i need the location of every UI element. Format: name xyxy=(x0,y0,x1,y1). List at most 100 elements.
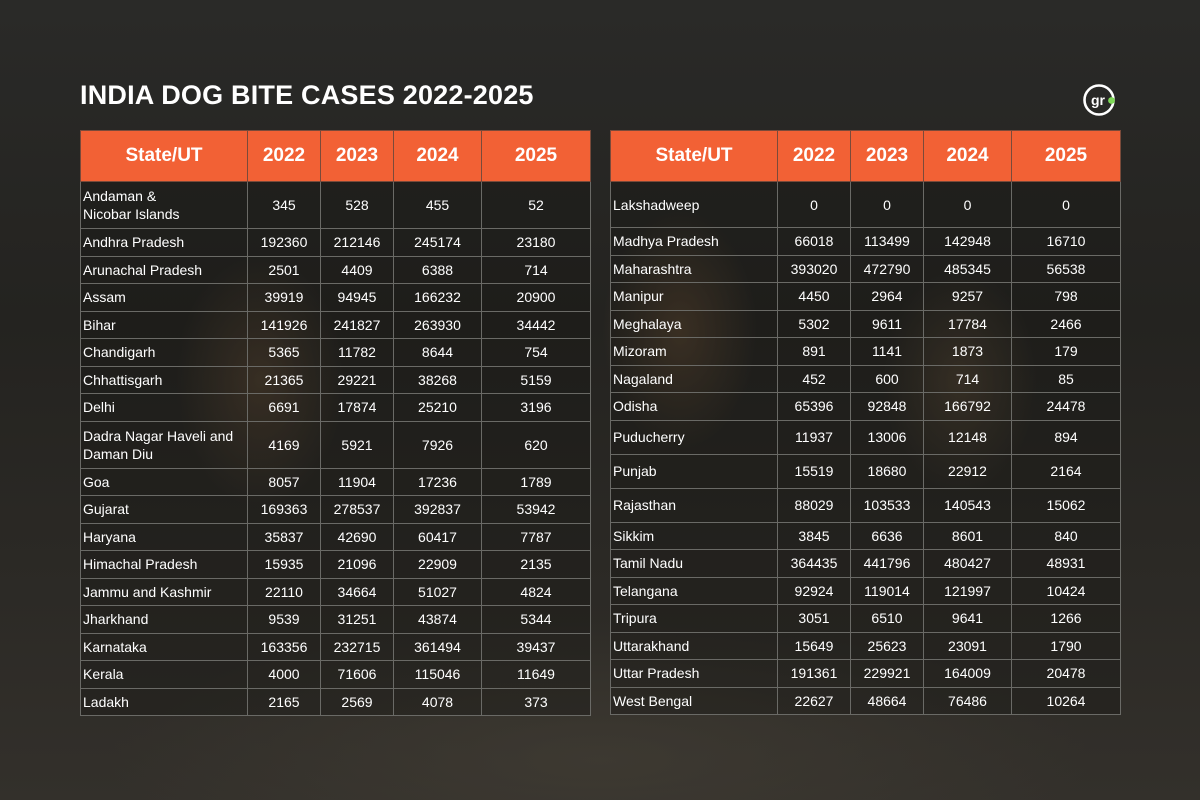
table-row: Maharashtra 393020 472790 485345 56538 xyxy=(610,254,1121,283)
table-row: Punjab 15519 18680 22912 2164 xyxy=(610,453,1121,489)
cell-2024: 485345 xyxy=(923,254,1012,283)
cell-2024: 9641 xyxy=(923,604,1012,633)
cell-2025: 7787 xyxy=(481,522,591,551)
page-title: INDIA DOG BITE CASES 2022-2025 xyxy=(80,80,534,110)
table-row: Chandigarh 5365 11782 8644 754 xyxy=(80,338,591,367)
cell-2022: 891 xyxy=(777,337,851,366)
cell-2023: 4409 xyxy=(320,255,394,284)
table-row: Madhya Pradesh 66018 113499 142948 16710 xyxy=(610,227,1121,256)
table-row: Himachal Pradesh 15935 21096 22909 2135 xyxy=(80,550,591,579)
header-state: State/UT xyxy=(80,130,248,182)
cell-2024: 121997 xyxy=(923,576,1012,605)
cell-2022: 4000 xyxy=(247,660,321,689)
cell-2022: 9539 xyxy=(247,605,321,634)
cell-2025: 3196 xyxy=(481,393,591,422)
cell-2022: 191361 xyxy=(777,659,851,688)
cell-2024: 38268 xyxy=(393,365,482,394)
cell-2025: 56538 xyxy=(1011,254,1121,283)
cell-2025: 23180 xyxy=(481,228,591,257)
cell-2025: 85 xyxy=(1011,364,1121,393)
cell-2022: 39919 xyxy=(247,283,321,312)
cell-2023: 212146 xyxy=(320,228,394,257)
cell-2025: 39437 xyxy=(481,632,591,661)
cell-state: Karnataka xyxy=(80,632,248,661)
cell-2023: 278537 xyxy=(320,495,394,524)
cell-2023: 21096 xyxy=(320,550,394,579)
table-row: Jharkhand 9539 31251 43874 5344 xyxy=(80,605,591,634)
cell-2024: 51027 xyxy=(393,577,482,606)
cell-2023: 92848 xyxy=(850,392,924,421)
cell-state: Chandigarh xyxy=(80,338,248,367)
cell-2022: 3051 xyxy=(777,604,851,633)
cell-state: Kerala xyxy=(80,660,248,689)
table-row: Delhi 6691 17874 25210 3196 xyxy=(80,393,591,422)
cell-2023: 229921 xyxy=(850,659,924,688)
cell-state: Delhi xyxy=(80,393,248,422)
table-row: Telangana 92924 119014 121997 10424 xyxy=(610,576,1121,605)
table-row: Assam 39919 94945 166232 20900 xyxy=(80,283,591,312)
header-2022: 2022 xyxy=(777,130,851,182)
cell-state: Chhattisgarh xyxy=(80,365,248,394)
cell-2022: 2165 xyxy=(247,687,321,716)
table-row: Meghalaya 5302 9611 17784 2466 xyxy=(610,309,1121,338)
table-row: Bihar 141926 241827 263930 34442 xyxy=(80,310,591,339)
table-row: Andaman & Nicobar Islands 345 528 455 52 xyxy=(80,181,591,229)
cell-state: Sikkim xyxy=(610,521,778,550)
cell-2024: 43874 xyxy=(393,605,482,634)
cell-2025: 48931 xyxy=(1011,549,1121,578)
cell-state: Gujarat xyxy=(80,495,248,524)
cell-2025: 20478 xyxy=(1011,659,1121,688)
cell-2024: 142948 xyxy=(923,227,1012,256)
table-row: Jammu and Kashmir 22110 34664 51027 4824 xyxy=(80,577,591,606)
cell-2024: 115046 xyxy=(393,660,482,689)
cell-state: Punjab xyxy=(610,453,778,489)
cell-state: Puducherry xyxy=(610,419,778,455)
header-2023: 2023 xyxy=(320,130,394,182)
cell-2023: 2964 xyxy=(850,282,924,311)
cell-2023: 29221 xyxy=(320,365,394,394)
cell-2025: 5159 xyxy=(481,365,591,394)
cell-2022: 169363 xyxy=(247,495,321,524)
brand-logo-icon: gr xyxy=(1083,84,1115,116)
cell-2024: 17236 xyxy=(393,467,482,496)
cell-2024: 392837 xyxy=(393,495,482,524)
cell-2023: 119014 xyxy=(850,576,924,605)
header-2024: 2024 xyxy=(393,130,482,182)
table-row: Dadra Nagar Haveli and Daman Diu 4169 5921 7… xyxy=(80,420,591,469)
cell-2023: 18680 xyxy=(850,453,924,489)
cell-2024: 455 xyxy=(393,181,482,229)
header-2025: 2025 xyxy=(481,130,591,182)
cell-2023: 11782 xyxy=(320,338,394,367)
cell-state: Mizoram xyxy=(610,337,778,366)
cell-2022: 8057 xyxy=(247,467,321,496)
cell-state: Manipur xyxy=(610,282,778,311)
cell-2025: 2164 xyxy=(1011,453,1121,489)
table-row: Arunachal Pradesh 2501 4409 6388 714 xyxy=(80,255,591,284)
cell-2024: 22909 xyxy=(393,550,482,579)
cell-2025: 0 xyxy=(1011,181,1121,228)
table-row: Uttar Pradesh 191361 229921 164009 20478 xyxy=(610,659,1121,688)
cell-state: Tamil Nadu xyxy=(610,549,778,578)
cell-2025: 5344 xyxy=(481,605,591,634)
cell-2025: 15062 xyxy=(1011,487,1121,523)
cell-2025: 10424 xyxy=(1011,576,1121,605)
cell-2024: 0 xyxy=(923,181,1012,228)
cell-2022: 3845 xyxy=(777,521,851,550)
table-left: State/UT 2022 2023 2024 2025 Andaman & Ni… xyxy=(80,130,591,716)
table-row: Puducherry 11937 13006 12148 894 xyxy=(610,419,1121,455)
cell-state: Bihar xyxy=(80,310,248,339)
cell-2024: 480427 xyxy=(923,549,1012,578)
header-2022: 2022 xyxy=(247,130,321,182)
cell-2025: 2135 xyxy=(481,550,591,579)
table-row: West Bengal 22627 48664 76486 10264 xyxy=(610,686,1121,715)
cell-2025: 11649 xyxy=(481,660,591,689)
cell-state: Rajasthan xyxy=(610,487,778,523)
table-right: State/UT 2022 2023 2024 2025 Lakshadweep… xyxy=(610,130,1121,715)
cell-state: Telangana xyxy=(610,576,778,605)
cell-2022: 364435 xyxy=(777,549,851,578)
cell-2024: 714 xyxy=(923,364,1012,393)
cell-state: Andhra Pradesh xyxy=(80,228,248,257)
table-row: Kerala 4000 71606 115046 11649 xyxy=(80,660,591,689)
cell-state: Jharkhand xyxy=(80,605,248,634)
cell-2022: 11937 xyxy=(777,419,851,455)
